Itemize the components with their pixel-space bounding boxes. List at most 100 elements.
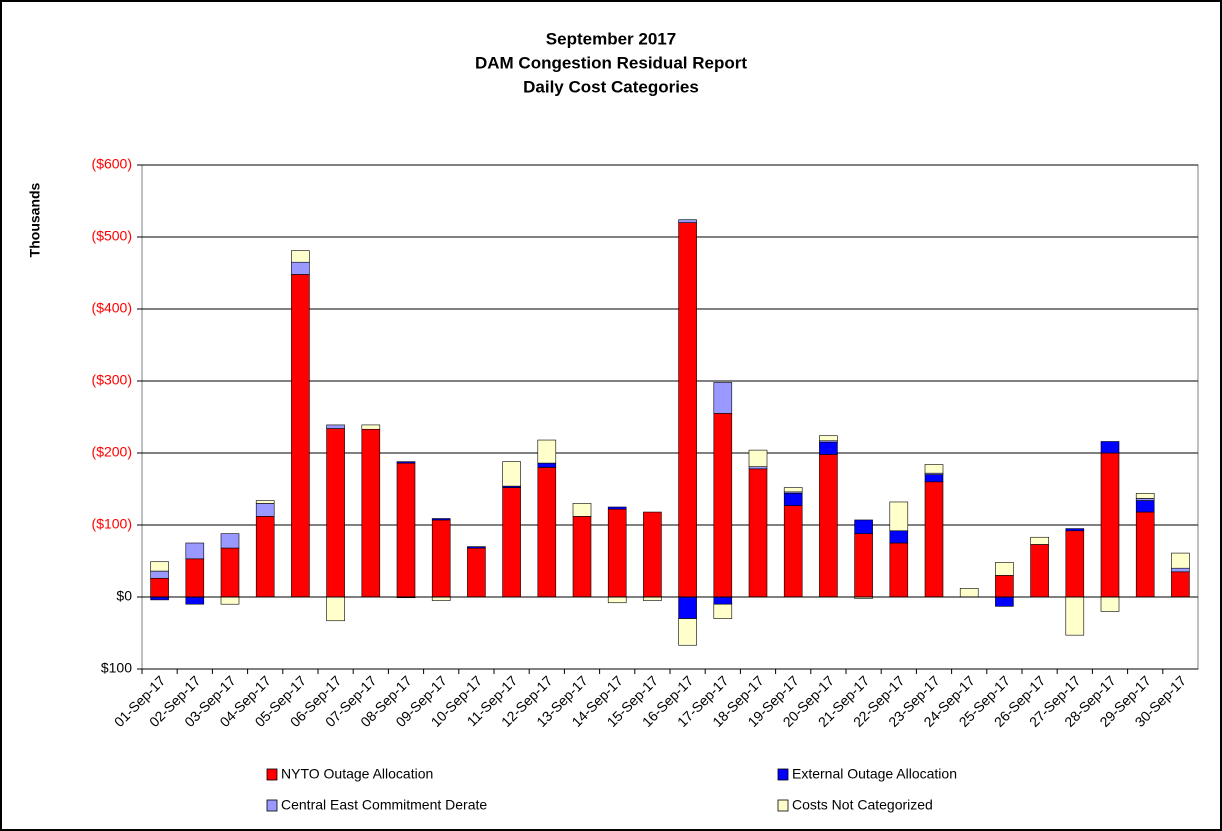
bar-segment bbox=[889, 501, 909, 532]
bar-segment bbox=[396, 462, 416, 598]
bar-segment bbox=[889, 542, 909, 598]
bar-segment bbox=[1100, 441, 1120, 454]
bar-segment bbox=[783, 505, 803, 598]
bar-segment bbox=[537, 439, 557, 464]
bar-segment bbox=[607, 506, 627, 510]
bar-segment bbox=[819, 441, 838, 455]
bar-segment bbox=[431, 518, 451, 521]
bar-segment bbox=[819, 454, 838, 598]
bar-segment bbox=[748, 466, 768, 470]
bar-segment bbox=[255, 500, 275, 504]
bar-segment bbox=[783, 493, 803, 506]
bar-segment bbox=[607, 508, 627, 598]
bar-segment bbox=[326, 428, 345, 598]
y-tick-label: ($500) bbox=[92, 228, 132, 244]
bar-segment bbox=[185, 542, 205, 560]
bar-segment bbox=[1065, 528, 1085, 532]
bar-segment bbox=[1030, 544, 1049, 598]
bar-segment bbox=[995, 562, 1014, 576]
legend-label: External Outage Allocation bbox=[792, 766, 957, 782]
bar-segment bbox=[1135, 511, 1155, 598]
bar-segment bbox=[220, 547, 240, 598]
bar-segment bbox=[678, 596, 697, 619]
bar-segment bbox=[467, 546, 486, 549]
bar-segment bbox=[678, 219, 697, 223]
bar-segment bbox=[150, 570, 169, 579]
bar-segment bbox=[1100, 596, 1120, 612]
bar-segment bbox=[854, 533, 873, 598]
bar-segment bbox=[220, 533, 240, 549]
bar-segment bbox=[1171, 552, 1190, 569]
bar-segment bbox=[1135, 500, 1155, 513]
bar-segment bbox=[396, 461, 416, 464]
legend-label: Costs Not Categorized bbox=[792, 797, 933, 813]
bar-segment bbox=[889, 530, 909, 544]
bar-segment bbox=[326, 596, 345, 622]
bar-segment bbox=[361, 424, 381, 430]
bar-segment bbox=[502, 461, 521, 487]
bar-segment bbox=[1100, 452, 1120, 598]
legend-swatch bbox=[777, 799, 789, 812]
bar-segment bbox=[572, 503, 592, 517]
bar-segment bbox=[150, 577, 169, 598]
bar-segment bbox=[1135, 498, 1155, 501]
bar-segment bbox=[537, 467, 557, 598]
bar-segment bbox=[924, 474, 944, 483]
bar-segment bbox=[326, 424, 345, 429]
bar-segment bbox=[291, 274, 310, 598]
bar-segment bbox=[185, 596, 205, 605]
plot-area bbox=[141, 164, 1199, 670]
chart-title: Daily Cost Categories bbox=[523, 77, 699, 96]
bar-segment bbox=[643, 511, 662, 598]
bar-segment bbox=[502, 487, 521, 598]
y-tick-label: ($400) bbox=[92, 300, 132, 316]
bar-segment bbox=[255, 516, 275, 598]
bar-segment bbox=[572, 516, 592, 598]
bar-segment bbox=[1065, 530, 1085, 598]
bar-segment bbox=[713, 603, 733, 619]
bar-segment bbox=[1030, 536, 1049, 545]
bar-segment bbox=[255, 503, 275, 517]
legend-swatch bbox=[777, 768, 789, 781]
bar-segment bbox=[431, 519, 451, 598]
y-tick-label: $100 bbox=[101, 660, 132, 676]
y-tick-label: ($600) bbox=[92, 156, 132, 172]
bar-segment bbox=[713, 382, 733, 414]
bar-segment bbox=[995, 575, 1014, 598]
bar-segment bbox=[1065, 596, 1085, 636]
bar-segment bbox=[678, 222, 697, 598]
bar-segment bbox=[291, 261, 310, 275]
bar-segment bbox=[643, 596, 662, 601]
bar-segment bbox=[431, 596, 451, 601]
bar-segment bbox=[783, 487, 803, 493]
legend-label: NYTO Outage Allocation bbox=[281, 766, 433, 782]
bar-segment bbox=[713, 596, 733, 605]
bar-segment bbox=[467, 547, 486, 598]
bar-segment bbox=[924, 464, 944, 474]
y-tick-label: ($300) bbox=[92, 372, 132, 388]
bar-segment bbox=[185, 558, 205, 598]
legend-label: Central East Commitment Derate bbox=[281, 797, 487, 813]
bar-segment bbox=[713, 413, 733, 598]
bar-segment bbox=[959, 588, 979, 598]
bar-segment bbox=[748, 468, 768, 598]
y-axis-label: Thousands bbox=[27, 182, 43, 257]
bar-segment bbox=[1171, 567, 1190, 573]
bar-segment bbox=[220, 596, 240, 605]
bar-segment bbox=[607, 596, 627, 604]
bar-segment bbox=[819, 435, 838, 442]
bar-segment bbox=[1135, 493, 1155, 499]
y-tick-label: ($200) bbox=[92, 444, 132, 460]
bar-segment bbox=[748, 449, 768, 467]
y-tick-label: ($100) bbox=[92, 516, 132, 532]
y-tick-label: $0 bbox=[116, 588, 132, 604]
bar-segment bbox=[150, 561, 169, 572]
chart-title: September 2017 bbox=[546, 29, 676, 48]
chart-title: DAM Congestion Residual Report bbox=[475, 53, 747, 72]
bar-segment bbox=[1171, 571, 1190, 598]
bar-segment bbox=[361, 428, 381, 598]
bar-segment bbox=[291, 250, 310, 263]
bar-segment bbox=[537, 462, 557, 468]
bar-segment bbox=[924, 481, 944, 598]
